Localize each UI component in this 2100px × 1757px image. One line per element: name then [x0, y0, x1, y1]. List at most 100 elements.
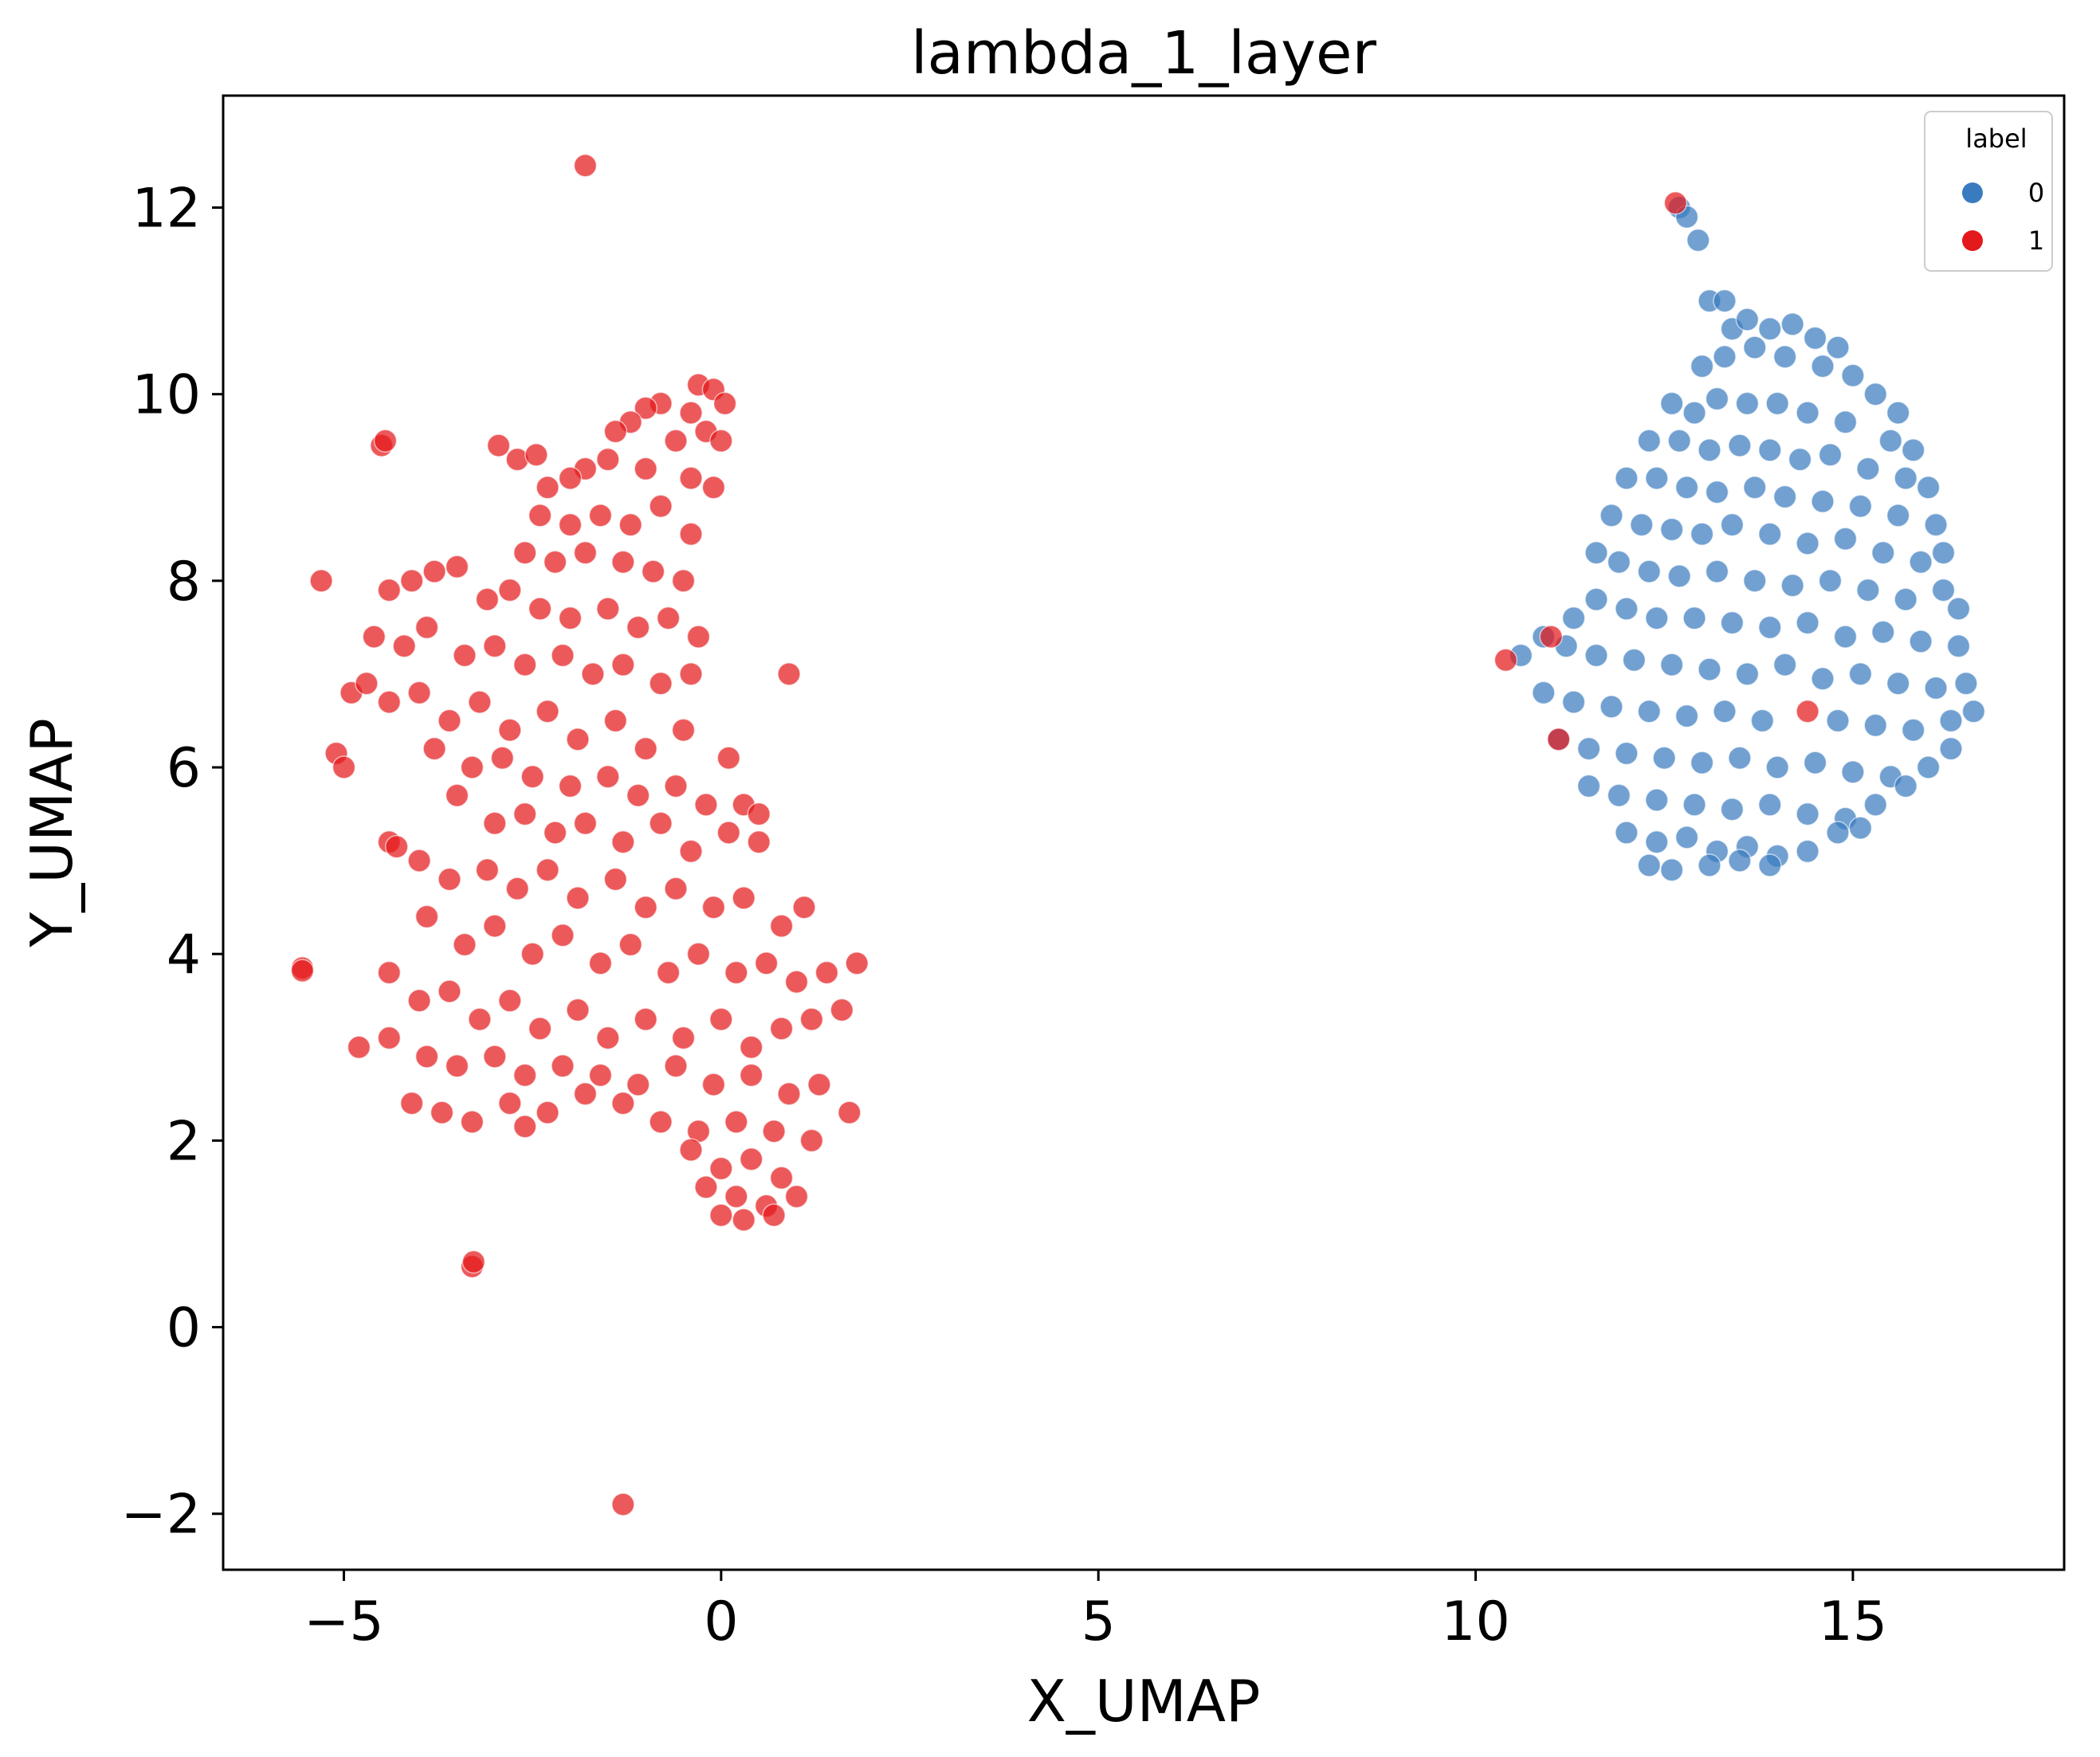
data-points: [290, 154, 1986, 1516]
point-0-15: [1811, 354, 1835, 378]
point-1-114: [701, 895, 726, 920]
point-1-187: [1539, 625, 1563, 649]
point-0-53: [1758, 522, 1782, 547]
point-1-94: [483, 811, 507, 836]
point-0-22: [1735, 391, 1760, 416]
point-0-57: [1909, 550, 1933, 575]
point-1-64: [512, 653, 537, 677]
point-1-88: [626, 783, 650, 807]
point-1-127: [724, 960, 748, 985]
point-1-126: [686, 942, 711, 966]
point-1-133: [407, 989, 431, 1013]
y-tick-label: 0: [167, 1297, 201, 1360]
point-1-172: [799, 1128, 824, 1153]
x-tick-label: 15: [1819, 1590, 1888, 1653]
point-1-144: [769, 1017, 794, 1041]
point-0-111: [1615, 741, 1639, 766]
point-1-86: [558, 774, 583, 798]
point-0-94: [1886, 671, 1910, 696]
point-0-69: [1931, 578, 1956, 602]
point-1-125: [656, 960, 681, 985]
point-0-28: [1637, 429, 1662, 453]
legend-marker-1: [1962, 230, 1983, 251]
point-0-114: [1728, 746, 1752, 771]
point-0-63: [1705, 559, 1729, 583]
point-1-186: [1494, 648, 1518, 673]
point-1-171: [762, 1119, 786, 1143]
series-1: [290, 154, 1819, 1516]
y-tick-label: 8: [167, 551, 201, 614]
point-1-2: [611, 1492, 635, 1516]
point-1-137: [528, 1017, 552, 1041]
point-1-67: [611, 653, 635, 677]
point-0-113: [1690, 751, 1714, 775]
point-1-140: [634, 1007, 657, 1031]
point-1-112: [634, 895, 657, 920]
point-1-107: [475, 858, 500, 882]
point-1-65: [551, 643, 575, 668]
point-1-38: [618, 512, 642, 537]
point-1-142: [709, 1007, 733, 1031]
point-0-102: [1713, 700, 1737, 724]
point-0-79: [1833, 625, 1858, 649]
point-0-40: [1674, 476, 1699, 500]
point-0-105: [1863, 713, 1888, 738]
point-0-133: [1674, 826, 1699, 849]
point-0-43: [1772, 484, 1797, 509]
point-0-44: [1811, 489, 1835, 514]
point-1-158: [739, 1063, 763, 1088]
point-1-143: [739, 1035, 763, 1060]
point-0-129: [1863, 793, 1888, 817]
point-1-41: [512, 540, 537, 565]
point-0-59: [1584, 540, 1608, 565]
point-0-86: [1584, 643, 1608, 668]
point-0-131: [1615, 821, 1639, 845]
point-0-141: [1659, 858, 1684, 882]
point-1-132: [377, 960, 402, 985]
point-0-37: [1916, 476, 1941, 500]
point-1-85: [520, 764, 544, 789]
point-1-54: [558, 606, 583, 630]
point-0-34: [1818, 443, 1843, 467]
point-0-42: [1743, 476, 1767, 500]
point-0-95: [1924, 676, 1948, 700]
point-1-146: [830, 998, 854, 1022]
point-0-11: [1690, 354, 1714, 378]
point-0-97: [1532, 680, 1556, 705]
point-1-139: [596, 1026, 620, 1050]
point-0-54: [1796, 531, 1819, 555]
point-0-90: [1735, 662, 1760, 686]
point-1-56: [626, 615, 650, 640]
point-1-45: [641, 559, 665, 583]
point-1-53: [528, 597, 552, 621]
y-tick-label: −2: [121, 1484, 201, 1547]
point-1-149: [414, 1045, 439, 1069]
point-0-7: [1758, 316, 1782, 341]
x-tick-label: 10: [1441, 1590, 1510, 1653]
point-0-66: [1818, 569, 1843, 593]
point-1-159: [777, 1082, 801, 1106]
point-1-178: [769, 1166, 794, 1190]
point-1-100: [679, 839, 703, 864]
legend-box: [1924, 111, 2053, 272]
point-1-22: [634, 396, 657, 420]
point-0-14: [1772, 345, 1797, 369]
point-1-89: [664, 774, 688, 798]
point-1-157: [701, 1073, 726, 1096]
point-1-81: [716, 746, 741, 771]
point-1-134: [438, 979, 461, 1003]
point-1-95: [512, 802, 537, 826]
y-axis-label: Y_UMAP: [18, 718, 85, 947]
point-1-28: [596, 447, 620, 472]
point-0-68: [1894, 587, 1917, 612]
point-1-170: [724, 1110, 748, 1134]
point-0-45: [1848, 494, 1873, 518]
point-0-80: [1871, 620, 1895, 645]
point-1-138: [566, 998, 590, 1022]
point-1-177: [739, 1147, 763, 1171]
point-1-82: [422, 736, 446, 761]
point-1-80: [671, 718, 696, 742]
point-1-48: [445, 555, 469, 579]
point-1-179: [694, 1175, 718, 1199]
point-1-155: [626, 1073, 650, 1096]
